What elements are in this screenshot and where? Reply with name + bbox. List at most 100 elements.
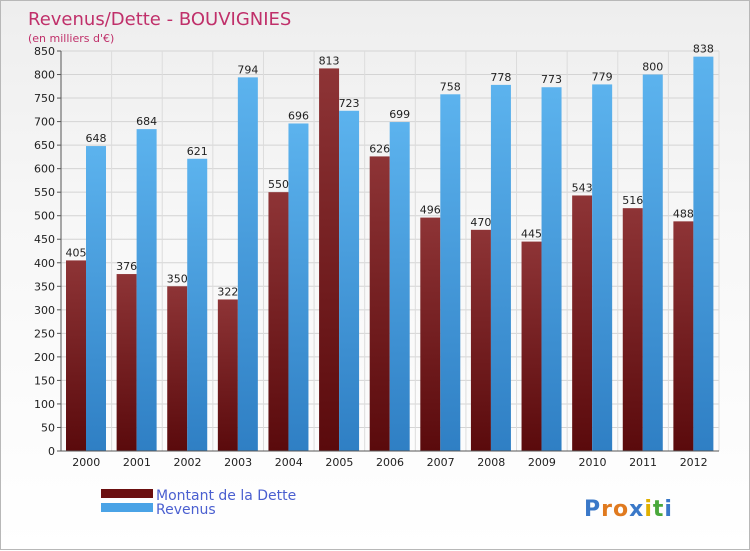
- bar-debt: [167, 286, 188, 451]
- value-label-debt: 543: [572, 181, 593, 194]
- y-tick-label: 500: [34, 210, 55, 223]
- value-label-revenus: 779: [592, 70, 613, 83]
- x-tick-label: 2003: [224, 456, 252, 469]
- axes: 0 50 100 150 200 250 300 350 400 450 500 550 600 650 7…: [34, 45, 719, 469]
- logo-letter: i: [664, 497, 673, 522]
- bar-revenus: [288, 123, 309, 452]
- bar-revenus: [86, 146, 106, 451]
- y-tick-label: 250: [34, 327, 55, 340]
- value-label-debt: 626: [369, 142, 390, 155]
- x-tick-label: 2008: [477, 456, 505, 469]
- bar-revenus: [642, 74, 663, 451]
- bar-revenus: [389, 122, 410, 451]
- bar-debt: [420, 217, 441, 451]
- value-label-revenus: 684: [136, 115, 157, 128]
- y-tick-label: 800: [34, 69, 55, 82]
- bar-revenus: [237, 77, 258, 452]
- y-tick-label: 100: [34, 398, 55, 411]
- logo-letter: o: [613, 497, 629, 522]
- legend-label-revenus: Revenus: [156, 502, 216, 518]
- x-tick-label: 2000: [72, 456, 100, 469]
- bar-debt: [116, 274, 137, 451]
- x-tick-label: 2002: [174, 456, 202, 469]
- legend: Montant de la Dette Revenus: [101, 488, 296, 518]
- bar-debt: [369, 156, 390, 452]
- x-tick-label: 2011: [629, 456, 657, 469]
- value-label-revenus: 794: [237, 63, 258, 76]
- logo-letter: i: [644, 497, 653, 522]
- legend-label-debt: Montant de la Dette: [156, 488, 296, 504]
- logo-letter: r: [601, 497, 613, 522]
- logo-letter: t: [653, 497, 665, 522]
- value-label-debt: 405: [66, 246, 87, 259]
- y-tick-label: 850: [34, 45, 55, 58]
- value-label-debt: 376: [116, 260, 137, 273]
- y-tick-label: 0: [48, 445, 55, 458]
- value-labels: 405 648 376 684 350 621 322 794 550 696 813 723 626 6…: [66, 43, 714, 299]
- chart-subtitle: (en milliers d'€): [28, 32, 114, 45]
- value-label-debt: 445: [521, 228, 542, 241]
- chart-title: Revenus/Dette - BOUVIGNIES: [28, 9, 291, 30]
- bar-debt: [521, 241, 542, 451]
- bar-debt: [673, 221, 694, 451]
- y-tick-label: 550: [34, 186, 55, 199]
- bar-debt: [319, 68, 340, 451]
- bar-revenus: [490, 84, 511, 451]
- y-tick-label: 350: [34, 280, 55, 293]
- bars: [66, 56, 714, 452]
- x-tick-label: 2010: [578, 456, 606, 469]
- value-label-revenus: 696: [288, 109, 309, 122]
- bar-revenus: [187, 158, 208, 451]
- y-tick-label: 150: [34, 374, 55, 387]
- y-tick-label: 600: [34, 163, 55, 176]
- x-tick-label: 2006: [376, 456, 404, 469]
- value-label-revenus: 778: [490, 71, 511, 84]
- y-tick-label: 450: [34, 233, 55, 246]
- bar-revenus: [693, 56, 714, 451]
- value-label-debt: 550: [268, 178, 289, 191]
- y-tick-label: 300: [34, 304, 55, 317]
- value-label-debt: 813: [319, 54, 340, 67]
- x-tick-label: 2009: [528, 456, 556, 469]
- x-tick-label: 2004: [275, 456, 303, 469]
- bar-debt: [66, 260, 86, 451]
- value-label-debt: 516: [622, 194, 643, 207]
- bar-revenus: [136, 129, 157, 451]
- proxiti-logo: Proxiti: [584, 497, 673, 522]
- value-label-revenus: 621: [187, 145, 208, 158]
- bar-debt: [268, 192, 289, 452]
- value-label-revenus: 800: [642, 61, 663, 74]
- value-label-revenus: 723: [339, 97, 360, 110]
- y-tick-label: 50: [41, 421, 55, 434]
- y-tick-label: 700: [34, 116, 55, 129]
- bar-revenus: [339, 110, 360, 451]
- x-tick-label: 2001: [123, 456, 151, 469]
- bar-debt: [217, 299, 238, 451]
- y-tick-label: 750: [34, 92, 55, 105]
- x-tick-label: 2007: [427, 456, 455, 469]
- y-tick-label: 650: [34, 139, 55, 152]
- value-label-debt: 322: [217, 285, 238, 298]
- value-label-debt: 488: [673, 207, 694, 220]
- logo-letter: x: [629, 497, 644, 522]
- legend-swatch-debt: [101, 489, 153, 498]
- value-label-debt: 470: [470, 216, 491, 229]
- bar-revenus: [592, 84, 613, 451]
- bar-revenus: [541, 87, 562, 451]
- x-tick-label: 2005: [325, 456, 353, 469]
- y-tick-label: 400: [34, 257, 55, 270]
- value-label-debt: 350: [167, 272, 188, 285]
- value-label-revenus: 758: [440, 80, 461, 93]
- x-tick-label: 2012: [680, 456, 708, 469]
- bar-debt: [470, 229, 491, 451]
- value-label-debt: 496: [420, 204, 441, 217]
- bar-debt: [622, 208, 643, 451]
- value-label-revenus: 773: [541, 73, 562, 86]
- value-label-revenus: 699: [389, 108, 410, 121]
- bar-revenus: [440, 94, 461, 451]
- value-label-revenus: 838: [693, 43, 714, 56]
- logo-letter: P: [584, 497, 601, 522]
- bar-debt: [572, 195, 593, 451]
